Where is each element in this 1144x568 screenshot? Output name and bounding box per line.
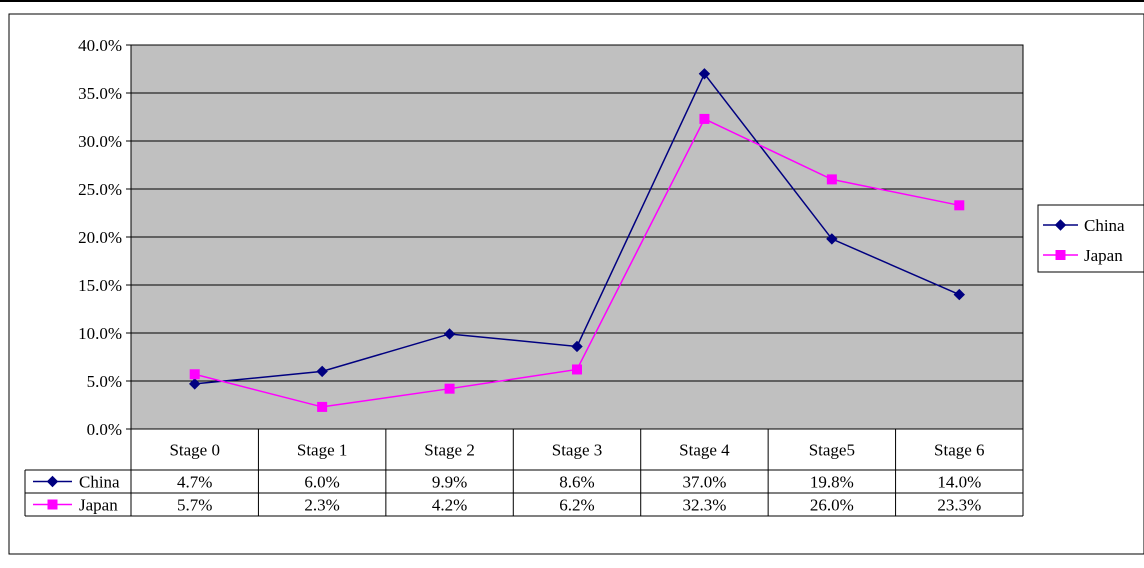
y-tick-label: 40.0% — [78, 36, 122, 55]
y-tick-label: 5.0% — [87, 372, 122, 391]
series-china — [189, 68, 965, 390]
x-category-label: Stage 1 — [297, 441, 348, 460]
legend: China Japan — [1037, 204, 1144, 273]
data-point — [826, 233, 838, 245]
y-tick-label: 25.0% — [78, 180, 122, 199]
legend-marker — [1054, 219, 1067, 231]
table-value: 9.9% — [432, 473, 467, 492]
x-category-label: Stage 4 — [679, 441, 730, 460]
x-category-label: Stage5 — [809, 441, 855, 460]
data-table: Stage 0 Stage 1 Stage 2 Stage 3 Stage 4 Stage… — [24, 429, 1024, 517]
legend-label: Japan — [1084, 246, 1123, 265]
table-value: 5.7% — [177, 496, 212, 515]
table-value: 19.8% — [810, 473, 854, 492]
chart-border — [8, 13, 1144, 555]
y-tick-label: 15.0% — [78, 276, 122, 295]
data-point — [698, 68, 711, 80]
y-tick-label: 35.0% — [78, 84, 122, 103]
table-series-name: Japan — [79, 496, 118, 515]
data-point — [317, 401, 328, 412]
table-key-china: China — [33, 473, 120, 492]
data-point — [443, 328, 456, 340]
data-point — [189, 369, 200, 380]
x-category-label: Stage 3 — [552, 441, 603, 460]
table-value: 4.7% — [177, 473, 212, 492]
table-value: 23.3% — [937, 496, 981, 515]
y-tick-label: 30.0% — [78, 132, 122, 151]
legend-item-china: China — [1043, 216, 1125, 235]
table-value: 26.0% — [810, 496, 854, 515]
series-layer — [189, 68, 965, 412]
table-value: 8.6% — [559, 473, 594, 492]
legend-marker — [1055, 250, 1066, 260]
data-point — [571, 340, 583, 353]
data-point — [699, 113, 710, 124]
table-value: 6.0% — [304, 473, 339, 492]
y-axis-ticks: 0.0% 5.0% 10.0% 15.0% 20.0% 25.0% 30.0% 35.0% 40… — [78, 36, 131, 439]
data-point — [826, 174, 837, 185]
data-point — [316, 365, 328, 378]
y-tick-label: 10.0% — [78, 324, 122, 343]
table-value: 37.0% — [682, 473, 726, 492]
table-key-japan: Japan — [33, 496, 118, 515]
x-category-label: Stage 2 — [424, 441, 475, 460]
legend-item-japan: Japan — [1043, 246, 1123, 265]
table-key-marker — [47, 499, 58, 510]
y-tick-label: 0.0% — [87, 420, 122, 439]
data-point — [189, 378, 201, 390]
legend-label: China — [1084, 216, 1125, 235]
data-point — [954, 200, 965, 211]
table-series-name: China — [79, 473, 120, 492]
table-value: 6.2% — [559, 496, 594, 515]
data-point — [444, 383, 455, 394]
table-key-marker — [46, 475, 59, 488]
x-category-label: Stage 6 — [934, 441, 985, 460]
table-value: 32.3% — [682, 496, 726, 515]
table-value: 4.2% — [432, 496, 467, 515]
table-value: 14.0% — [937, 473, 981, 492]
x-category-label: Stage 0 — [169, 441, 220, 460]
legend-box — [1037, 204, 1144, 273]
table-value: 2.3% — [304, 496, 339, 515]
gridlines — [131, 92, 1023, 382]
y-tick-label: 20.0% — [78, 228, 122, 247]
series-japan — [189, 113, 965, 412]
data-point — [572, 364, 582, 375]
data-point — [953, 288, 965, 301]
